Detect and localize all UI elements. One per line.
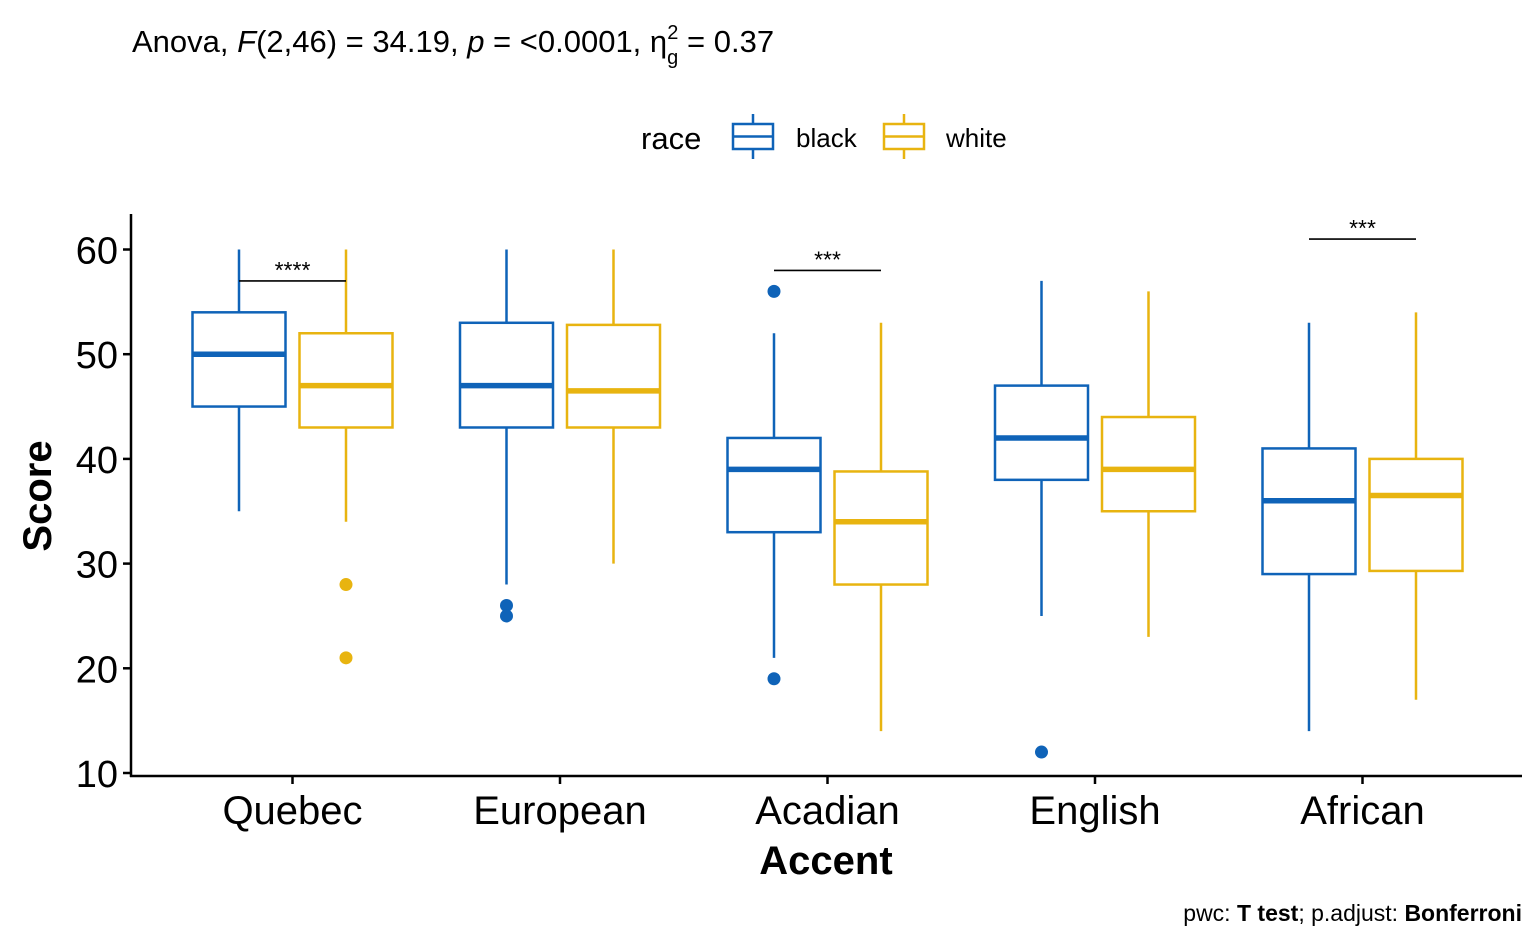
x-tick-label-african: African — [1300, 789, 1425, 833]
legend-key-black: black — [731, 114, 858, 159]
subtitle-eta-sup: 2 — [667, 22, 678, 44]
significance-african: *** — [1309, 215, 1416, 241]
box-black-english — [993, 280, 1090, 759]
chart-subtitle: Anova, F(2,46) = 34.19, p = <0.0001, ηg 2… — [132, 22, 774, 69]
y-tick-label-60: 60 — [76, 231, 118, 273]
outlier-point — [500, 609, 513, 623]
y-tick-label-50: 50 — [76, 335, 118, 377]
box-body — [458, 321, 555, 429]
box-white-african — [1368, 312, 1464, 700]
y-axis-title: Score — [16, 440, 60, 551]
significance-acadian: *** — [774, 246, 881, 272]
axes: 10 20 30 40 50 60 Quebec European Acadian English… — [76, 214, 1522, 833]
subtitle-prefix: Anova, — [132, 24, 237, 59]
y-tick-label-20: 20 — [76, 649, 118, 691]
significance-label: *** — [814, 246, 841, 272]
subtitle-eta-sub: g — [667, 47, 678, 69]
legend: race black white — [641, 114, 1007, 159]
subtitle-f-value: (2,46) = 34.19, — [256, 24, 467, 59]
legend-label-black: black — [796, 123, 858, 153]
legend-title: race — [641, 121, 701, 156]
x-tick-label-acadian: Acadian — [755, 789, 900, 833]
box-body — [298, 332, 394, 429]
subtitle-p-value: = <0.0001, — [484, 24, 649, 59]
plot-area: **** ****** — [191, 215, 1464, 759]
x-tick-label-english: English — [1029, 789, 1160, 833]
box-body — [1100, 415, 1197, 513]
box-body — [1368, 457, 1464, 573]
caption-method: Bonferroni — [1404, 900, 1522, 926]
box-black-acadian — [726, 284, 822, 686]
box-black-european — [458, 249, 555, 623]
subtitle-f-symbol: F — [237, 24, 258, 59]
outlier-point — [767, 672, 781, 686]
caption-mid: ; p.adjust: — [1298, 900, 1404, 926]
box-black-quebec — [191, 249, 287, 512]
subtitle-eta-value: = 0.37 — [678, 24, 774, 59]
box-white-acadian — [833, 322, 929, 732]
outlier-point — [1035, 745, 1048, 759]
x-tick-label-european: European — [473, 789, 646, 833]
significance-label: **** — [275, 257, 311, 283]
box-body — [1261, 447, 1357, 576]
outlier-point — [339, 651, 353, 665]
box-body — [726, 436, 822, 534]
legend-key-white: white — [882, 114, 1007, 159]
significance-quebec: **** — [239, 257, 346, 283]
chart-caption: pwc: T test; p.adjust: Bonferroni — [1183, 900, 1522, 926]
subtitle-eta: η — [650, 24, 667, 59]
outlier-point — [339, 578, 353, 592]
x-axis-title: Accent — [759, 839, 892, 883]
outlier-point — [500, 598, 513, 612]
caption-prefix: pwc: — [1183, 900, 1237, 926]
box-body — [993, 384, 1090, 482]
box-black-african — [1261, 322, 1357, 732]
caption-test: T test — [1237, 900, 1299, 926]
legend-label-white: white — [945, 123, 1007, 153]
box-body — [833, 470, 929, 586]
box-white-english — [1100, 291, 1197, 637]
y-tick-label-10: 10 — [76, 754, 118, 796]
box-white-european — [565, 249, 662, 564]
box-body — [565, 323, 662, 429]
y-tick-label-40: 40 — [76, 440, 118, 482]
x-tick-label-quebec: Quebec — [222, 789, 362, 833]
subtitle-p-symbol: p — [466, 24, 484, 59]
y-tick-label-30: 30 — [76, 545, 118, 587]
significance-label: *** — [1349, 215, 1376, 241]
box-body — [191, 311, 287, 408]
outlier-point — [767, 284, 781, 298]
box-white-quebec — [298, 249, 394, 665]
